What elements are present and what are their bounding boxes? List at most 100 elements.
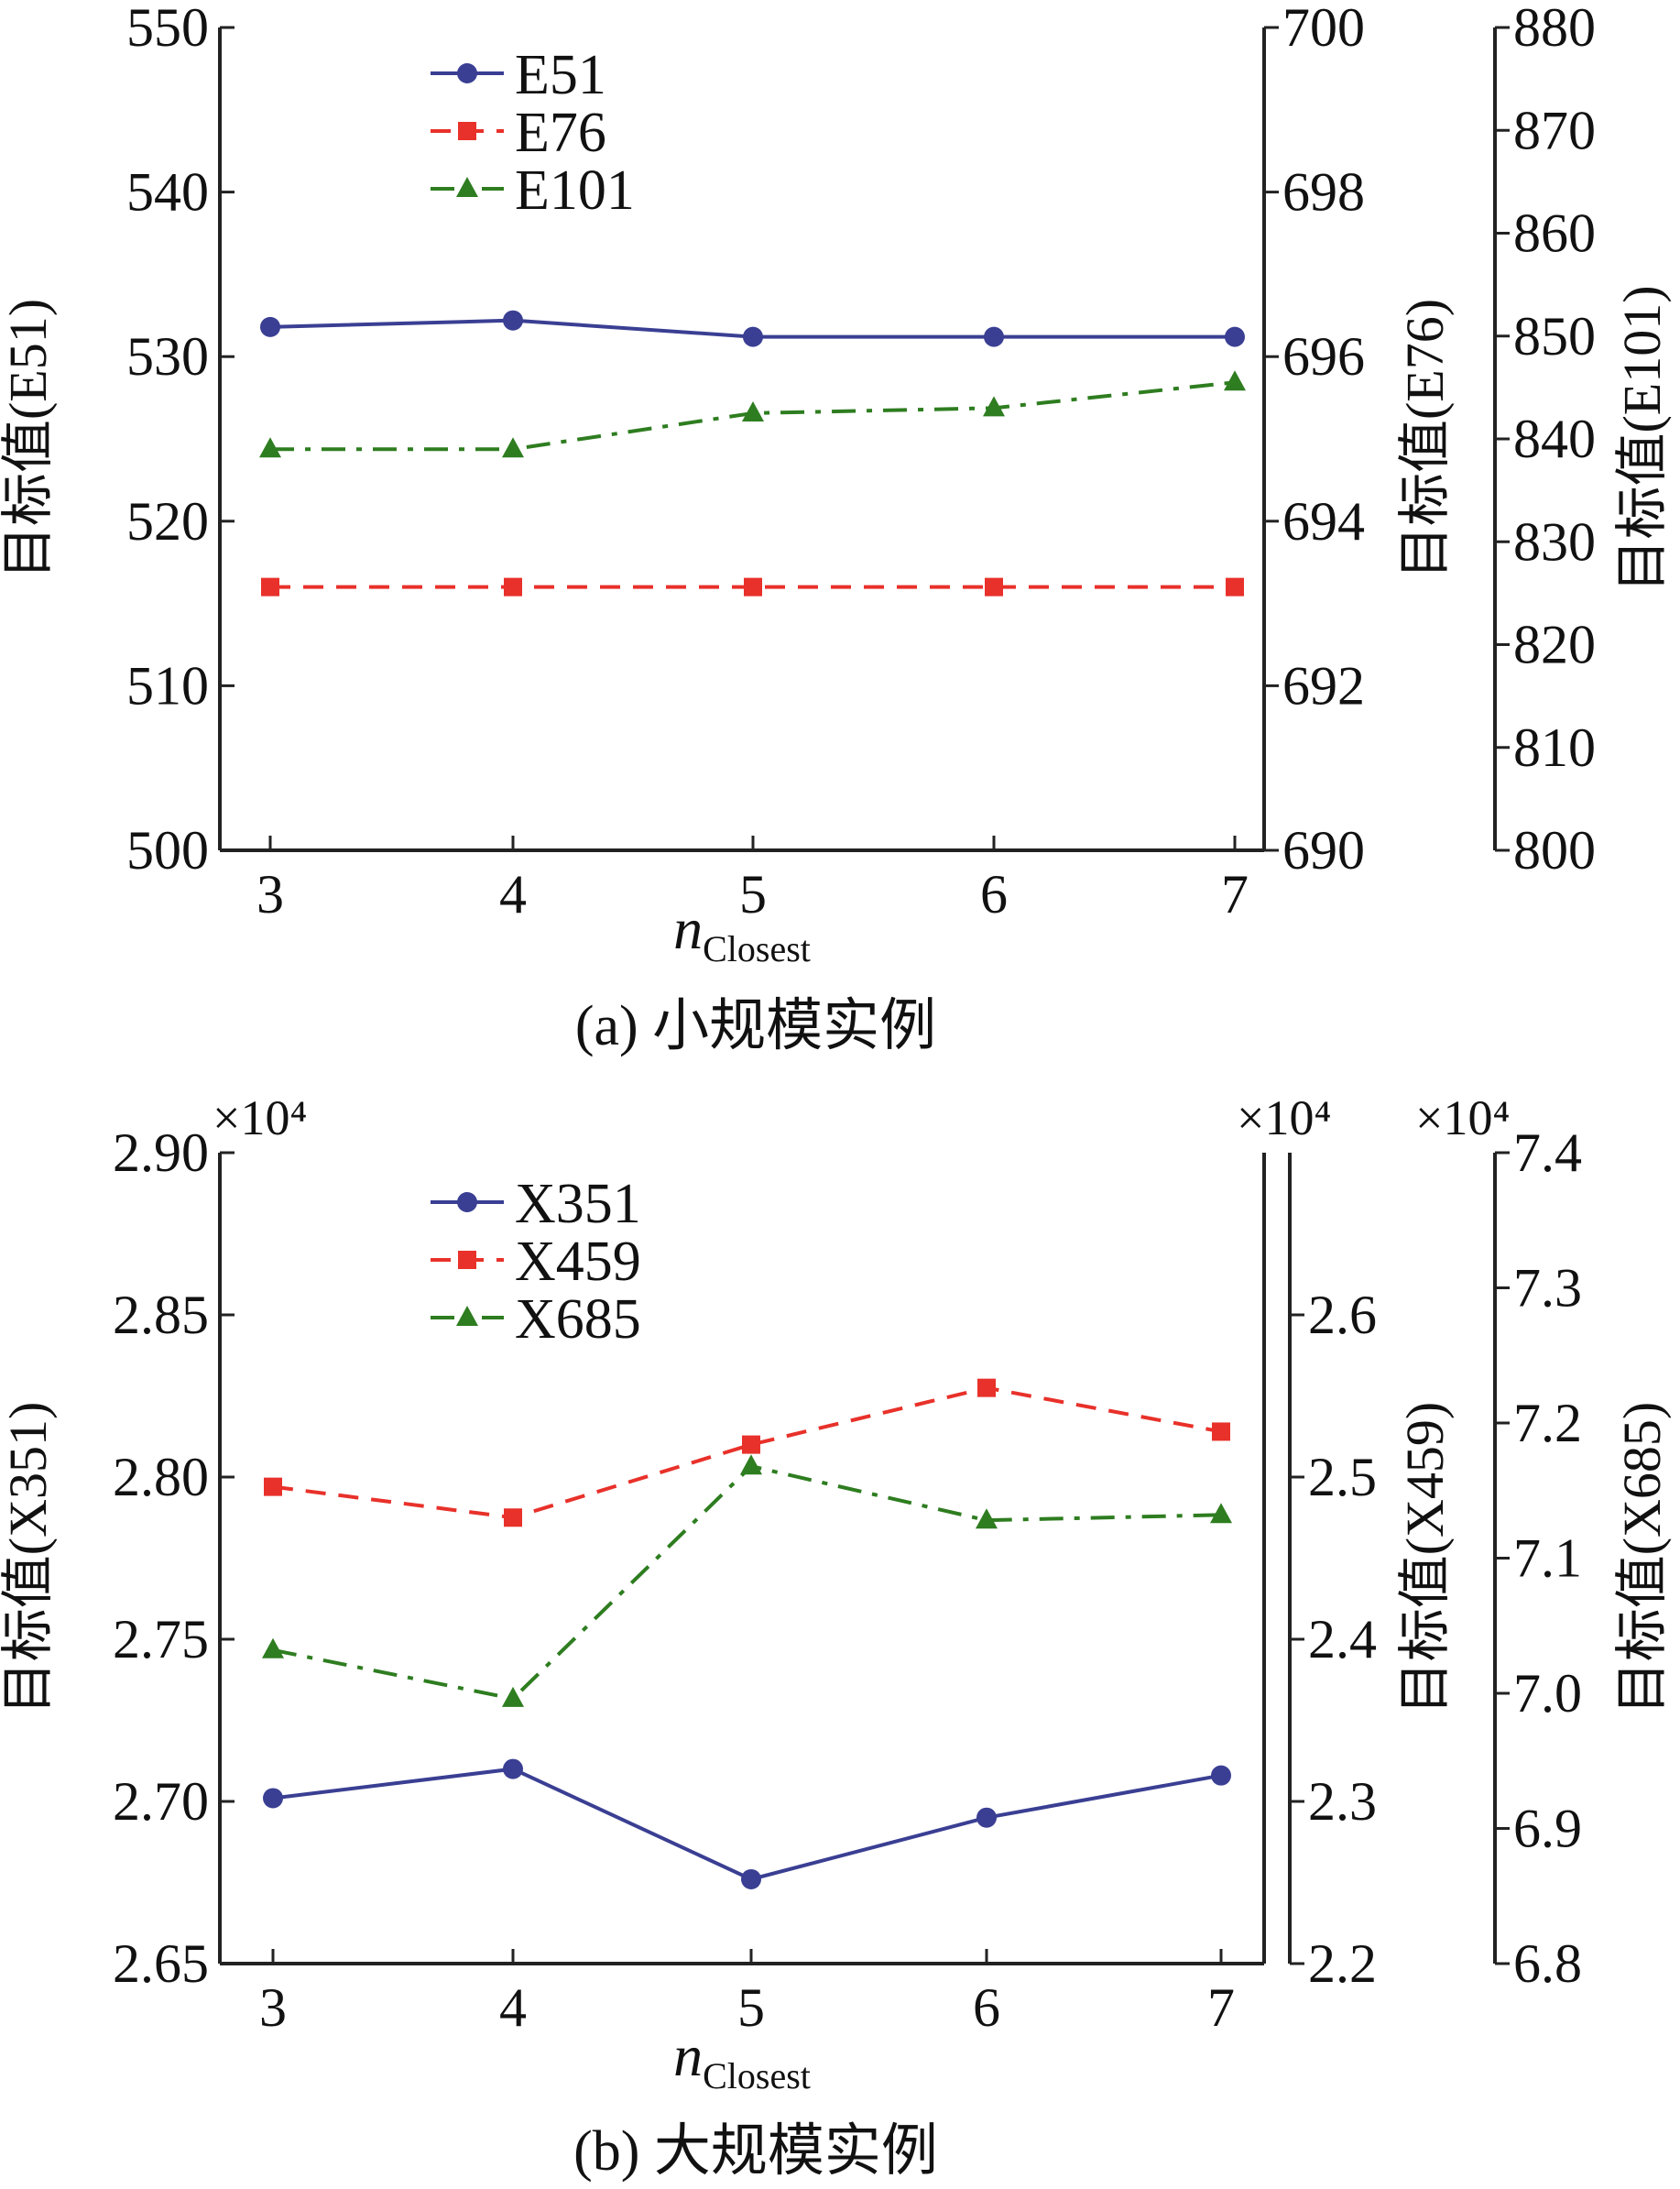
panel1-series-e51-point: [984, 326, 1004, 347]
panel1-caption: (a) 小规模实例: [575, 995, 936, 1057]
panel1-y-axis-1-tick-label: 500: [126, 820, 209, 881]
panel2-series-x351-point: [976, 1807, 997, 1828]
panel1-series-e101-point: [502, 437, 524, 458]
panel2-series-x685-legend-marker: [456, 1306, 478, 1326]
panel2-series-x685-legend-label: X685: [515, 1288, 641, 1351]
panel1-series-e101-point: [742, 400, 764, 421]
panel1-series-e51-legend-marker: [457, 63, 477, 83]
panel2-y-axis-3-tick-label: 6.8: [1513, 1933, 1582, 1994]
panel1-y-axis-1-tick-label: 520: [126, 491, 209, 552]
panel2-x-tick-label: 3: [259, 1977, 287, 2038]
panel2-y-axis-1-tick-label: 2.75: [113, 1609, 209, 1669]
panel2-y-axis-2-tick-label: 2.6: [1308, 1285, 1377, 1345]
panel2-series-x459-legend-marker: [458, 1251, 476, 1269]
panel2-series-x351-point: [1211, 1765, 1231, 1786]
panel2-series-x351-point: [503, 1758, 523, 1779]
panel1-y-axis-2-tick-label: 696: [1282, 326, 1365, 387]
panel1-y-axis-3-tick-label: 850: [1513, 306, 1596, 367]
panel1-series-e76-legend-label: E76: [515, 102, 606, 164]
panel2-y-axis-1-tick-label: 2.85: [113, 1285, 209, 1345]
panel1-y-axis-3-label: 目标值(E101): [1612, 285, 1672, 592]
panel1-series-e101-legend-label: E101: [515, 159, 635, 222]
panel2-y-axis-2-label: 目标值(X459): [1395, 1402, 1455, 1715]
panel1-y-axis-3-tick-label: 820: [1513, 615, 1596, 675]
panel2-y-axis-3-tick-label: 7.2: [1513, 1393, 1582, 1453]
panel2-y-axis-3-multiplier: ×10⁴: [1415, 1090, 1510, 1145]
panel1-x-tick-label: 4: [499, 864, 527, 925]
panel1-x-tick-label: 5: [739, 864, 767, 925]
panel1-y-axis-3-tick-label: 880: [1513, 0, 1596, 58]
panel2-y-axis-2-tick-label: 2.4: [1308, 1609, 1377, 1669]
panel2-series-x459-point: [742, 1435, 760, 1454]
panel2-y-axis-1-tick-label: 2.90: [113, 1122, 209, 1183]
panel1-y-axis-2-tick-label: 690: [1282, 820, 1365, 881]
panel1-y-axis-3-tick-label: 800: [1513, 820, 1596, 881]
panel2-x-tick-label: 4: [499, 1977, 527, 2038]
panel2-x-tick-label: 6: [973, 1977, 1000, 2038]
panel1-x-tick-label: 3: [256, 864, 284, 925]
panel2-series-x459-point: [504, 1508, 522, 1527]
panel1-y-axis-2-tick-label: 694: [1282, 491, 1365, 552]
panel1-y-axis-3-tick-label: 840: [1513, 409, 1596, 469]
panel2-series-x459-point: [977, 1378, 996, 1397]
panel1-x-axis-label: nClosest: [673, 896, 811, 969]
panel2-y-axis-1-multiplier: ×10⁴: [213, 1090, 307, 1145]
panel1-y-axis-1-tick-label: 510: [126, 655, 209, 716]
panel2-series-x685-point: [262, 1637, 284, 1658]
panel1-series-e101-legend-marker: [456, 177, 478, 197]
panel1-y-axis-1-label: 目标值(E51): [0, 299, 58, 579]
panel1-y-axis-3-tick-label: 870: [1513, 100, 1596, 160]
panel2-x-axis-label: nClosest: [673, 2023, 811, 2096]
panel1-series-e51-point: [743, 326, 763, 347]
panel2-y-axis-2-multiplier: ×10⁴: [1237, 1090, 1331, 1145]
panel2-series-x685-point: [1210, 1503, 1232, 1524]
panel1-y-axis-1-tick-label: 550: [126, 0, 209, 58]
panel1-y-axis-2-tick-label: 698: [1282, 162, 1365, 223]
panel2-series-x351-legend-label: X351: [515, 1173, 641, 1235]
panel2-y-axis-1-tick-label: 2.70: [113, 1771, 209, 1832]
panel1-series-e76-point: [261, 577, 279, 597]
panel1-series-e76-point: [1226, 577, 1244, 597]
panel1-series-e76-point: [504, 577, 522, 597]
panel2-series-x459-point: [264, 1477, 282, 1496]
panel2-x-tick-label: 5: [737, 1977, 765, 2038]
panel2-x-tick-label: 7: [1207, 1977, 1235, 2038]
panel1-series-e76-legend-marker: [458, 122, 476, 140]
panel1-series-e101-point: [259, 437, 281, 458]
panel1-series-e51-point: [503, 310, 523, 331]
panel2-series-x351-legend-marker: [457, 1192, 477, 1212]
panel1-y-axis-2-tick-label: 692: [1282, 655, 1365, 716]
panel1-series-e51-point: [260, 316, 280, 337]
panel1-y-axis-2-label: 目标值(E76): [1395, 299, 1455, 579]
panel1-y-axis-2-tick-label: 700: [1282, 0, 1365, 58]
panel1-series-e51-legend-label: E51: [515, 44, 606, 106]
panel2-series-x685-point: [502, 1686, 524, 1707]
panel1-series-e101-point: [983, 396, 1005, 417]
panel2-y-axis-3-tick-label: 7.4: [1513, 1122, 1582, 1183]
panel1-y-axis-3-tick-label: 830: [1513, 511, 1596, 572]
panel2-y-axis-1-label: 目标值(X351): [0, 1402, 58, 1715]
panel1-series-e76-point: [744, 577, 762, 597]
panel2-y-axis-3-label: 目标值(X685): [1612, 1402, 1672, 1715]
panel1-x-tick-label: 6: [980, 864, 1008, 925]
panel1-y-axis-1-tick-label: 530: [126, 326, 209, 387]
panel2-series-x351-line: [272, 1767, 1222, 1882]
panel1-series-e76-point: [985, 577, 1003, 597]
panel2-y-axis-1-tick-label: 2.80: [113, 1447, 209, 1507]
panel2-y-axis-3-tick-label: 7.1: [1513, 1528, 1582, 1589]
panel2-series-x351-point: [263, 1788, 283, 1809]
panel2-y-axis-2-tick-label: 2.5: [1308, 1447, 1377, 1507]
panel2-caption: (b) 大规模实例: [573, 2120, 938, 2183]
panel2-series-x685-line: [272, 1464, 1222, 1702]
panel2-y-axis-3-tick-label: 7.0: [1513, 1663, 1582, 1724]
panel2-series-x459-legend-label: X459: [515, 1231, 641, 1293]
panel2-y-axis-2-tick-label: 2.2: [1308, 1933, 1377, 1994]
panel1-y-axis-3-tick-label: 860: [1513, 203, 1596, 264]
panel2-y-axis-3-tick-label: 6.9: [1513, 1799, 1582, 1859]
panel2-y-axis-3-tick-label: 7.3: [1513, 1258, 1582, 1319]
panel2-series-x685-point: [976, 1508, 998, 1529]
panel2-series-x685-point: [740, 1454, 762, 1475]
panel1-series-e101-point: [1224, 370, 1246, 391]
